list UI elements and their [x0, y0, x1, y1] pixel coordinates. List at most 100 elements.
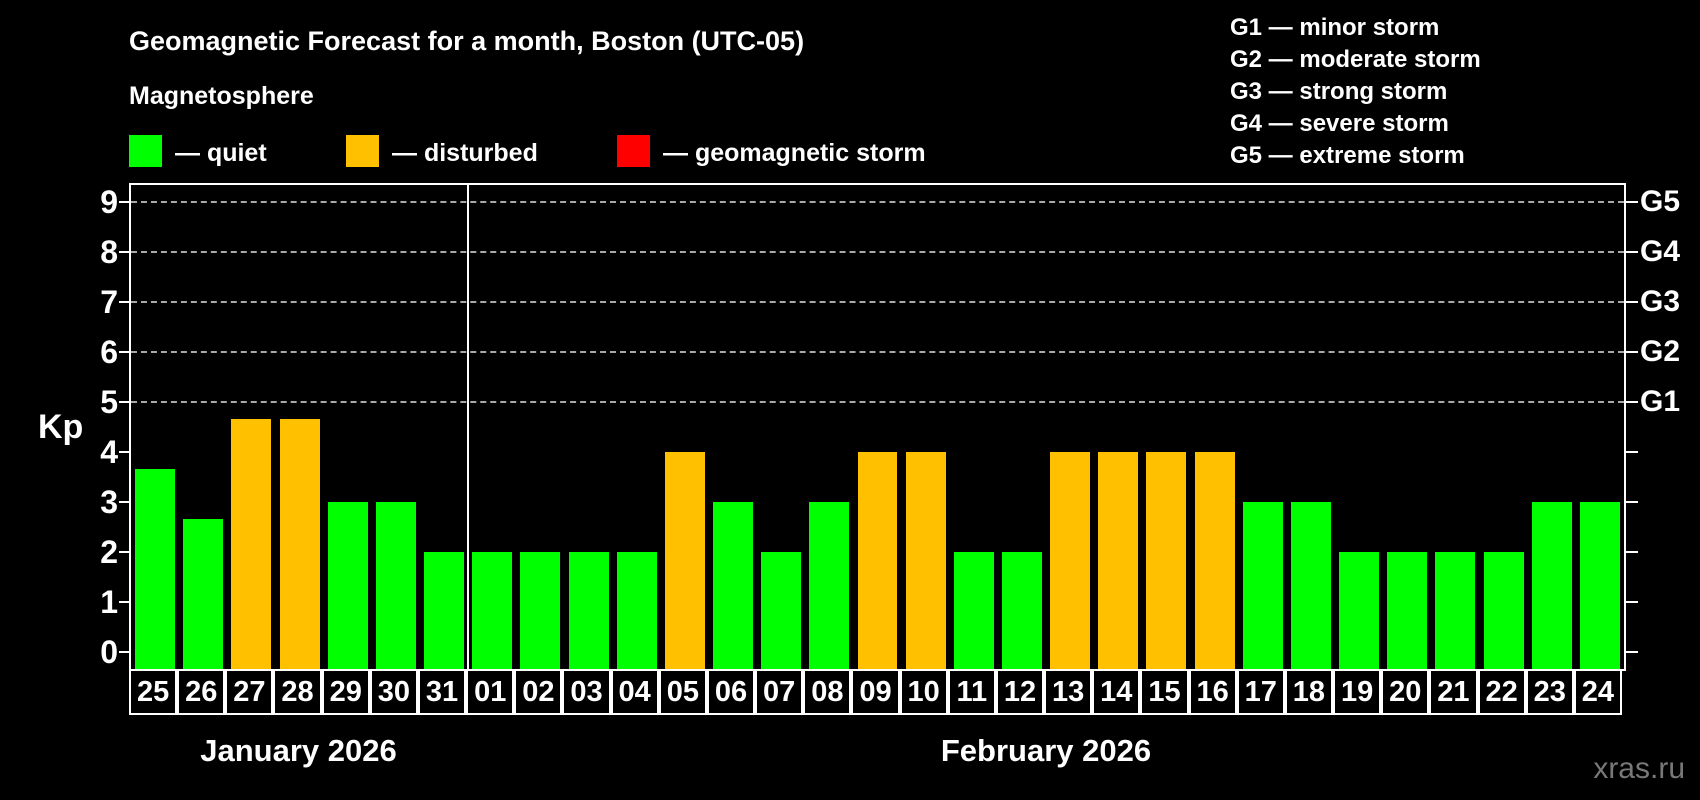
legend-swatch-storm — [617, 135, 650, 167]
kp-bar — [375, 502, 416, 669]
day-label: 29 — [321, 669, 370, 715]
kp-bar — [1387, 552, 1428, 669]
day-label: 12 — [995, 669, 1045, 715]
g-level-label: G4 — [1640, 235, 1681, 268]
day-label: 24 — [1573, 669, 1622, 715]
legend-swatch-disturbed — [346, 135, 379, 167]
kp-bar — [1290, 502, 1331, 669]
g-level-label: G1 — [1640, 385, 1681, 418]
day-label: 18 — [1284, 669, 1334, 715]
g-legend-line: G2 — moderate storm — [1230, 46, 1481, 73]
day-label: 20 — [1381, 669, 1430, 715]
right-axis-tick — [1626, 501, 1638, 503]
y-axis-tick — [119, 651, 129, 653]
kp-bar — [1531, 502, 1572, 669]
day-label: 19 — [1333, 669, 1382, 715]
grid-line — [131, 251, 1624, 253]
day-label: 05 — [658, 669, 707, 715]
legend-label-quiet: — quiet — [175, 139, 267, 167]
y-tick-label: 2 — [100, 534, 118, 570]
day-label: 23 — [1525, 669, 1574, 715]
kp-bar — [1483, 552, 1524, 669]
g-legend-line: G5 — extreme storm — [1230, 142, 1465, 169]
right-axis-tick — [1626, 601, 1638, 603]
y-axis-tick — [119, 551, 129, 553]
g-level-label: G3 — [1640, 285, 1681, 318]
kp-bar — [953, 552, 994, 669]
day-label: 30 — [369, 669, 418, 715]
right-axis-tick — [1626, 351, 1638, 353]
month-label-january: January 2026 — [200, 733, 397, 768]
kp-bar — [1579, 502, 1620, 669]
kp-bar — [809, 502, 850, 669]
day-label: 03 — [562, 669, 611, 715]
day-label: 02 — [514, 669, 563, 715]
y-tick-label: 9 — [100, 184, 118, 220]
kp-bar — [1098, 452, 1139, 669]
kp-bar — [713, 502, 753, 669]
y-axis-tick — [119, 301, 129, 303]
day-label: 28 — [273, 669, 322, 715]
kp-bar — [231, 418, 272, 669]
day-label: 22 — [1477, 669, 1526, 715]
y-axis-tick — [119, 201, 129, 203]
right-axis-tick — [1626, 201, 1638, 203]
day-label: 14 — [1092, 669, 1141, 715]
chart-title: Geomagnetic Forecast for a month, Boston… — [129, 26, 805, 56]
day-label: 06 — [706, 669, 756, 715]
g-scale-legend: G1 — minor storm G2 — moderate storm G3 … — [1230, 12, 1481, 172]
day-label: 21 — [1429, 669, 1478, 715]
y-axis-tick — [119, 351, 129, 353]
day-label: 04 — [610, 669, 659, 715]
kp-bar — [1339, 552, 1380, 669]
kp-bar — [520, 552, 561, 669]
kp-bar — [472, 552, 513, 669]
g-level-label: G2 — [1640, 335, 1681, 368]
kp-bar — [279, 418, 320, 669]
day-label: 07 — [755, 669, 804, 715]
watermark: xras.ru — [1593, 752, 1685, 785]
day-label: 27 — [225, 669, 274, 715]
y-axis-tick — [119, 451, 129, 453]
plot-area — [119, 183, 1638, 671]
right-axis-tick — [1626, 251, 1638, 253]
kp-bar — [183, 518, 224, 669]
day-label: 31 — [417, 669, 467, 715]
kp-bar — [664, 452, 705, 669]
y-tick-label: 8 — [100, 234, 118, 270]
y-tick-label: 5 — [100, 384, 118, 420]
right-axis-tick — [1626, 401, 1638, 403]
kp-bar — [1146, 452, 1187, 669]
right-axis-tick — [1626, 301, 1638, 303]
g-legend-line: G1 — minor storm — [1230, 14, 1440, 41]
kp-bar — [761, 552, 802, 669]
right-axis-tick — [1626, 451, 1638, 453]
month-label-february: February 2026 — [940, 733, 1152, 768]
day-label: 17 — [1236, 669, 1285, 715]
kp-bar — [616, 552, 657, 669]
kp-bar — [424, 552, 465, 669]
g-legend-line: G4 — severe storm — [1230, 110, 1449, 137]
day-label: 09 — [851, 669, 900, 715]
legend-swatch-quiet — [129, 135, 162, 167]
y-axis-tick — [119, 501, 129, 503]
kp-bar — [1194, 452, 1235, 669]
y-axis-tick — [119, 401, 129, 403]
day-label: 08 — [803, 669, 852, 715]
y-tick-label: 6 — [100, 334, 118, 370]
grid-line — [131, 401, 1624, 403]
kp-bar — [857, 452, 898, 669]
chart-subtitle: Magnetosphere — [129, 82, 314, 110]
day-label: 10 — [899, 669, 948, 715]
y-tick-label: 4 — [100, 434, 118, 470]
grid-line — [131, 301, 1624, 303]
y-tick-label: 3 — [100, 484, 118, 520]
kp-bar — [905, 452, 946, 669]
legend-label-storm: — geomagnetic storm — [663, 139, 926, 167]
right-axis-tick — [1626, 551, 1638, 553]
kp-bar — [1050, 452, 1091, 669]
kp-bar — [1001, 552, 1042, 669]
legend-label-disturbed: — disturbed — [392, 139, 538, 167]
day-label: 15 — [1140, 669, 1189, 715]
